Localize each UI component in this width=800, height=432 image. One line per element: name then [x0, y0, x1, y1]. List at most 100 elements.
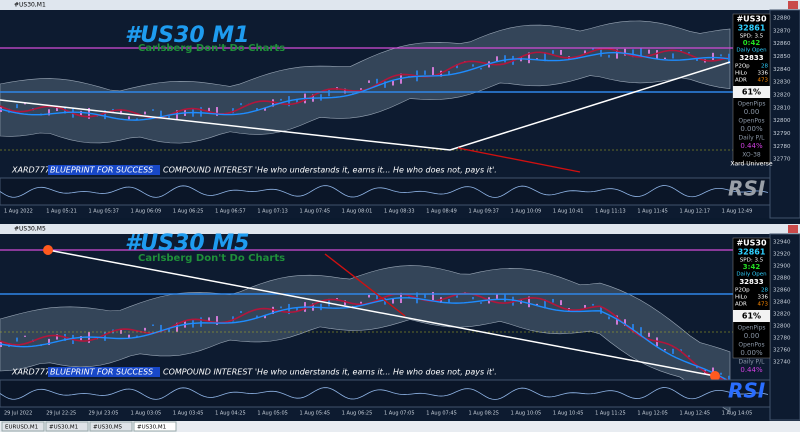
time-label: 1 Aug 07:45: [300, 209, 331, 215]
info-open-pips-label: OpenPips: [737, 101, 765, 108]
tab[interactable]: [45, 421, 89, 432]
candle: [640, 48, 642, 58]
arrow: [457, 147, 581, 173]
candle: [208, 107, 210, 112]
info-price: 32861: [738, 248, 766, 257]
candle: [608, 54, 610, 58]
tab-label[interactable]: #US30,M1: [49, 425, 78, 431]
candle: [392, 80, 394, 86]
time-label: 1 Aug 10:45: [553, 411, 584, 417]
candle: [80, 336, 82, 341]
candle: [664, 57, 666, 59]
price-label: 32740: [773, 360, 791, 366]
time-label: 1 Aug 10:41: [553, 209, 584, 215]
window-title: #US30,M5: [14, 226, 46, 233]
candle: [376, 78, 378, 84]
candle: [456, 64, 458, 69]
candle: [688, 52, 690, 54]
candle: [136, 118, 138, 120]
price-label: 32860: [773, 41, 791, 47]
window-close[interactable]: [788, 225, 798, 233]
candle: [128, 334, 130, 338]
time-label: 1 Aug 08:25: [468, 411, 499, 417]
candle: [152, 109, 154, 111]
candle: [200, 317, 202, 327]
time-label: 1 Aug 07:45: [426, 411, 457, 417]
info-daily-pl: 0.44%: [740, 142, 763, 150]
candle: [720, 372, 722, 375]
info-panel: [732, 237, 771, 359]
candle: [216, 316, 218, 325]
tab-label[interactable]: #US30,M5: [93, 425, 123, 431]
candle: [232, 316, 234, 322]
price-label: 32790: [773, 131, 791, 137]
info-percent: 61%: [742, 312, 761, 321]
price-label: 32940: [773, 240, 791, 246]
info-p2op-label: P2Op: [735, 288, 750, 294]
candle: [256, 315, 258, 319]
candle: [384, 81, 386, 88]
candle: [128, 116, 130, 120]
info-open-pos: 0.00%: [740, 125, 763, 133]
info-symbol: #US30: [736, 15, 767, 24]
time-label: 1 Aug 06:25: [173, 209, 204, 215]
candle: [448, 71, 450, 76]
candle: [264, 107, 266, 111]
time-label: 1 Aug 05:05: [257, 411, 288, 417]
info-hilo: 336: [758, 71, 769, 77]
price-label: 32860: [773, 288, 791, 294]
candle: [168, 115, 170, 119]
info-daily-open-label: Daily Open: [736, 48, 767, 54]
tab-label[interactable]: EURUSD,M1: [5, 425, 38, 431]
time-label: 1 Aug 07:05: [384, 411, 415, 417]
window-close[interactable]: [788, 1, 798, 9]
rsi-pane: [0, 177, 771, 206]
candle: [256, 108, 258, 111]
time-label: 1 Aug 09:37: [468, 209, 499, 215]
chart-subtitle: Carlsberg Don't Do Charts: [138, 43, 285, 54]
time-label: 1 Aug 12:49: [722, 209, 753, 215]
candle: [208, 317, 210, 322]
candle: [600, 306, 602, 314]
candle: [480, 302, 482, 304]
candle: [136, 335, 138, 337]
candle: [240, 311, 242, 314]
time-label: 1 Aug 05:37: [88, 209, 119, 215]
candle: [592, 303, 594, 306]
candle: [392, 298, 394, 304]
ma-line: [0, 51, 729, 121]
candle: [168, 329, 170, 333]
info-code: XO-38: [742, 152, 761, 159]
time-label: 1 Aug 11:13: [595, 209, 626, 215]
footer-highlight: [48, 367, 160, 377]
candle: [240, 103, 242, 106]
price-label: 32820: [773, 312, 791, 318]
chart-title: #US30 M1: [125, 23, 250, 48]
info-spread: SPD: 3.5: [740, 34, 764, 40]
candle: [448, 298, 450, 304]
price-label: 32780: [773, 336, 791, 342]
info-open-pos-label: OpenPos: [738, 118, 764, 125]
tab[interactable]: [133, 421, 177, 432]
candle: [712, 52, 714, 60]
trend-line: [0, 61, 731, 151]
time-label: 1 Aug 14:05: [722, 411, 753, 417]
candle: [720, 54, 722, 57]
candle: [344, 88, 346, 94]
tab-label[interactable]: #US30,M1: [137, 425, 166, 431]
candle: [120, 328, 122, 334]
candle: [656, 50, 658, 59]
time-label: 1 Aug 05:45: [300, 411, 331, 417]
tab[interactable]: [89, 421, 133, 432]
info-daily-open: 32833: [739, 278, 763, 286]
info-hilo-label: HiLo: [735, 295, 748, 301]
percent-box: [733, 86, 770, 98]
price-label: 32800: [773, 118, 791, 124]
time-label: 1 Aug 06:09: [131, 209, 162, 215]
info-daily-open: 32833: [739, 54, 763, 62]
candle: [104, 331, 106, 341]
tab[interactable]: [1, 421, 45, 432]
arrow: [324, 253, 406, 317]
price-axis: [769, 233, 800, 421]
